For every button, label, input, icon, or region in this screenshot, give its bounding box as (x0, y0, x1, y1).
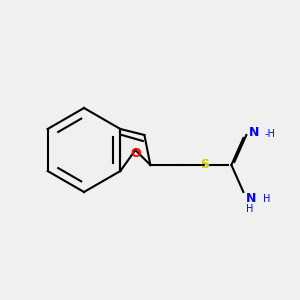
Text: H: H (263, 194, 270, 205)
Text: N: N (246, 191, 257, 205)
Text: N: N (249, 125, 260, 139)
Text: -H: -H (264, 128, 275, 139)
Text: S: S (200, 158, 209, 172)
Text: H: H (246, 203, 254, 214)
Text: O: O (130, 146, 141, 160)
